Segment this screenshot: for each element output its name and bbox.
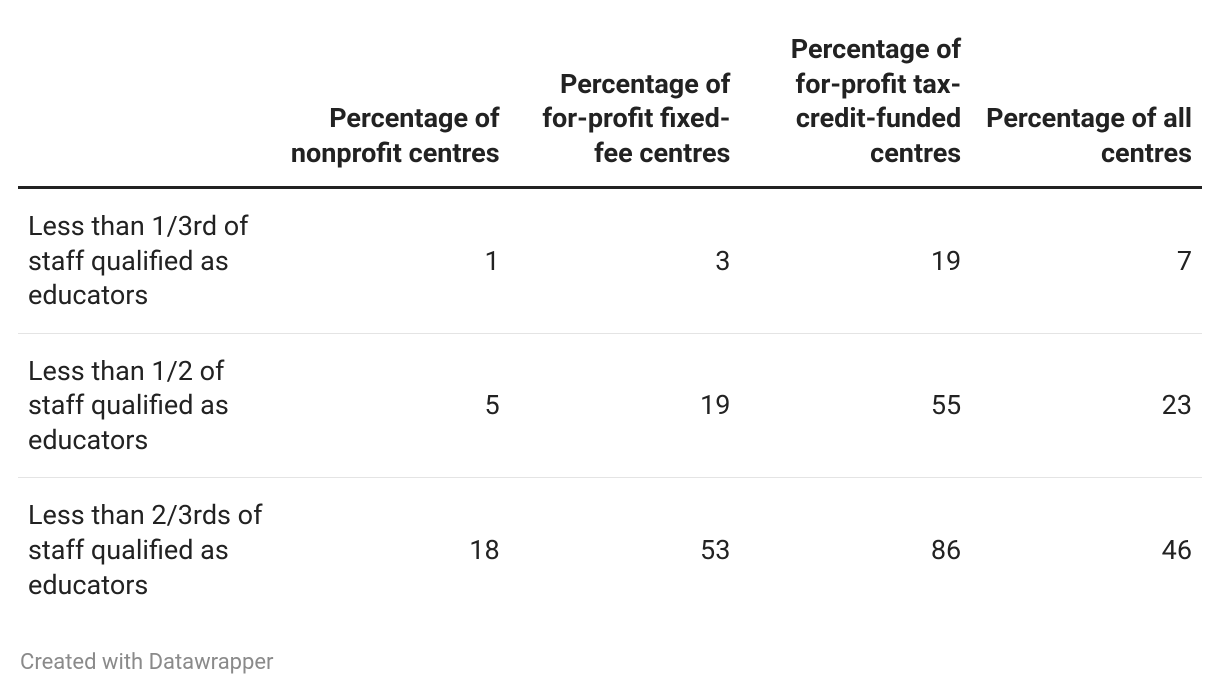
column-header-forprofit-fixedfee: Percentage of for-profit fixed-fee centr… — [510, 20, 741, 188]
cell-value: 3 — [510, 188, 741, 334]
cell-value: 53 — [510, 478, 741, 622]
cell-value: 7 — [971, 188, 1202, 334]
cell-value: 86 — [740, 478, 971, 622]
data-table: Percentage of nonprofit centres Percenta… — [18, 20, 1202, 622]
attribution-footer: Created with Datawrapper — [18, 650, 1202, 675]
cell-value: 1 — [279, 188, 510, 334]
column-header-nonprofit: Percentage of nonprofit centres — [279, 20, 510, 188]
row-label: Less than 1/2 of staff qualified as educ… — [18, 333, 279, 478]
row-label: Less than 2/3rds of staff qualified as e… — [18, 478, 279, 622]
table-row: Less than 1/2 of staff qualified as educ… — [18, 333, 1202, 478]
cell-value: 46 — [971, 478, 1202, 622]
table-row: Less than 1/3rd of staff qualified as ed… — [18, 188, 1202, 334]
cell-value: 23 — [971, 333, 1202, 478]
column-header-forprofit-taxcredit: Percentage of for-profit tax-credit-fund… — [740, 20, 971, 188]
table-header-row: Percentage of nonprofit centres Percenta… — [18, 20, 1202, 188]
column-header-all: Percentage of all centres — [971, 20, 1202, 188]
cell-value: 18 — [279, 478, 510, 622]
cell-value: 19 — [510, 333, 741, 478]
row-label: Less than 1/3rd of staff qualified as ed… — [18, 188, 279, 334]
column-header-rowlabel — [18, 20, 279, 188]
table-row: Less than 2/3rds of staff qualified as e… — [18, 478, 1202, 622]
cell-value: 19 — [740, 188, 971, 334]
cell-value: 55 — [740, 333, 971, 478]
cell-value: 5 — [279, 333, 510, 478]
